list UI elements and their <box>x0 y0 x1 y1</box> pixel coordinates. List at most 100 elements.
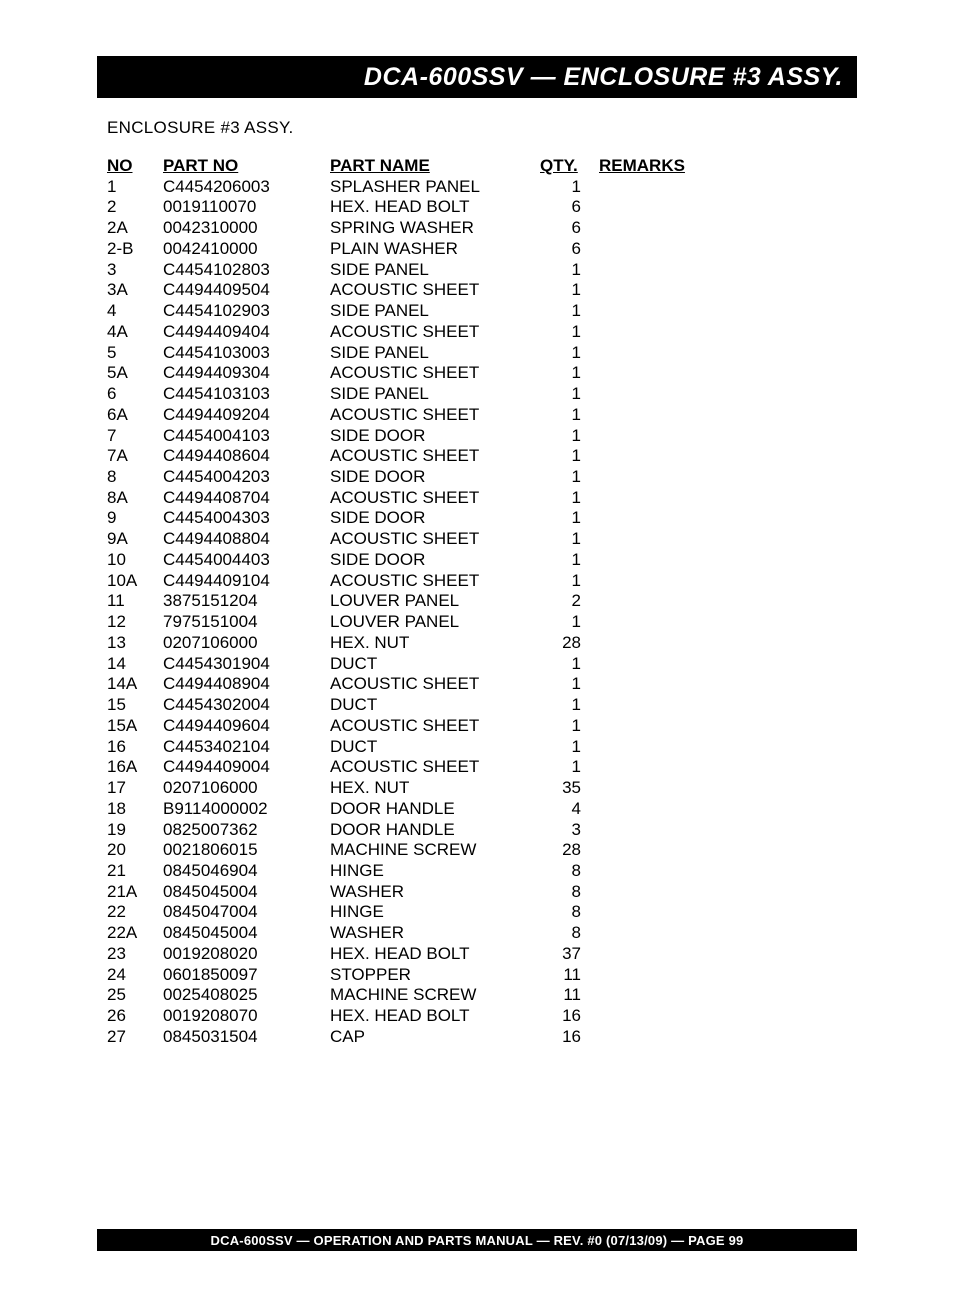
cell-partno: 0845045004 <box>163 923 330 944</box>
cell-remarks <box>581 571 711 592</box>
table-row: 21A0845045004WASHER8 <box>107 882 954 903</box>
cell-qty: 6 <box>540 239 581 260</box>
cell-no: 7A <box>107 446 163 467</box>
cell-remarks <box>581 508 711 529</box>
cell-remarks <box>581 488 711 509</box>
table-row: 6AC4494409204ACOUSTIC SHEET1 <box>107 405 954 426</box>
col-header-partname: PART NAME <box>330 156 540 177</box>
cell-no: 9 <box>107 508 163 529</box>
cell-partname: CAP <box>330 1027 540 1048</box>
cell-qty: 28 <box>540 840 581 861</box>
cell-no: 14 <box>107 654 163 675</box>
table-row: 4C4454102903SIDE PANEL1 <box>107 301 954 322</box>
cell-no: 12 <box>107 612 163 633</box>
cell-no: 8A <box>107 488 163 509</box>
cell-partno: C4454103103 <box>163 384 330 405</box>
cell-partno: B9114000002 <box>163 799 330 820</box>
cell-remarks <box>581 280 711 301</box>
cell-qty: 11 <box>540 985 581 1006</box>
cell-qty: 1 <box>540 508 581 529</box>
cell-no: 10A <box>107 571 163 592</box>
cell-qty: 1 <box>540 695 581 716</box>
cell-no: 5 <box>107 343 163 364</box>
cell-no: 5A <box>107 363 163 384</box>
cell-partno: 0825007362 <box>163 820 330 841</box>
cell-no: 17 <box>107 778 163 799</box>
cell-remarks <box>581 591 711 612</box>
cell-no: 2 <box>107 197 163 218</box>
cell-qty: 1 <box>540 426 581 447</box>
cell-remarks <box>581 923 711 944</box>
cell-partno: 0601850097 <box>163 965 330 986</box>
cell-remarks <box>581 343 711 364</box>
table-row: 16C4453402104DUCT1 <box>107 737 954 758</box>
table-row: 9AC4494408804ACOUSTIC SHEET1 <box>107 529 954 550</box>
cell-remarks <box>581 529 711 550</box>
cell-qty: 2 <box>540 591 581 612</box>
cell-qty: 1 <box>540 654 581 675</box>
cell-remarks <box>581 322 711 343</box>
cell-partname: MACHINE SCREW <box>330 985 540 1006</box>
table-row: 20019110070HEX. HEAD BOLT6 <box>107 197 954 218</box>
section-title: ENCLOSURE #3 ASSY. <box>107 118 954 138</box>
cell-qty: 28 <box>540 633 581 654</box>
cell-no: 7 <box>107 426 163 447</box>
cell-partno: 0845047004 <box>163 902 330 923</box>
cell-partname: HINGE <box>330 902 540 923</box>
cell-partno: C4494408804 <box>163 529 330 550</box>
cell-remarks <box>581 446 711 467</box>
table-row: 18B9114000002DOOR HANDLE4 <box>107 799 954 820</box>
cell-remarks <box>581 633 711 654</box>
cell-partno: C4494409204 <box>163 405 330 426</box>
cell-partname: HEX. NUT <box>330 778 540 799</box>
cell-qty: 1 <box>540 260 581 281</box>
cell-partno: C4494409404 <box>163 322 330 343</box>
cell-no: 15A <box>107 716 163 737</box>
cell-no: 11 <box>107 591 163 612</box>
table-row: 190825007362DOOR HANDLE3 <box>107 820 954 841</box>
cell-partname: STOPPER <box>330 965 540 986</box>
cell-no: 21A <box>107 882 163 903</box>
cell-remarks <box>581 1006 711 1027</box>
cell-partname: LOUVER PANEL <box>330 612 540 633</box>
table-row: 9C4454004303SIDE DOOR1 <box>107 508 954 529</box>
cell-remarks <box>581 674 711 695</box>
table-row: 170207106000HEX. NUT35 <box>107 778 954 799</box>
cell-partno: 0019110070 <box>163 197 330 218</box>
page-footer: DCA-600SSV — OPERATION AND PARTS MANUAL … <box>97 1229 857 1251</box>
cell-qty: 1 <box>540 550 581 571</box>
cell-partno: C4494408704 <box>163 488 330 509</box>
cell-remarks <box>581 550 711 571</box>
cell-remarks <box>581 426 711 447</box>
table-row: 250025408025MACHINE SCREW11 <box>107 985 954 1006</box>
cell-no: 21 <box>107 861 163 882</box>
cell-qty: 1 <box>540 757 581 778</box>
cell-partname: LOUVER PANEL <box>330 591 540 612</box>
cell-qty: 3 <box>540 820 581 841</box>
cell-no: 25 <box>107 985 163 1006</box>
cell-no: 16 <box>107 737 163 758</box>
cell-partno: 0019208020 <box>163 944 330 965</box>
cell-remarks <box>581 197 711 218</box>
cell-no: 14A <box>107 674 163 695</box>
table-row: 200021806015MACHINE SCREW28 <box>107 840 954 861</box>
cell-qty: 1 <box>540 529 581 550</box>
cell-no: 18 <box>107 799 163 820</box>
table-row: 230019208020HEX. HEAD BOLT37 <box>107 944 954 965</box>
cell-partno: C4494409604 <box>163 716 330 737</box>
table-row: 2A0042310000SPRING WASHER6 <box>107 218 954 239</box>
cell-partname: ACOUSTIC SHEET <box>330 716 540 737</box>
cell-partno: C4454302004 <box>163 695 330 716</box>
cell-qty: 1 <box>540 301 581 322</box>
cell-remarks <box>581 301 711 322</box>
cell-no: 6A <box>107 405 163 426</box>
table-row: 240601850097STOPPER11 <box>107 965 954 986</box>
cell-qty: 8 <box>540 902 581 923</box>
table-body: 1C4454206003SPLASHER PANEL120019110070HE… <box>107 177 954 1048</box>
cell-qty: 6 <box>540 218 581 239</box>
cell-partname: ACOUSTIC SHEET <box>330 280 540 301</box>
cell-qty: 6 <box>540 197 581 218</box>
cell-no: 4 <box>107 301 163 322</box>
cell-partname: DOOR HANDLE <box>330 799 540 820</box>
cell-qty: 8 <box>540 882 581 903</box>
